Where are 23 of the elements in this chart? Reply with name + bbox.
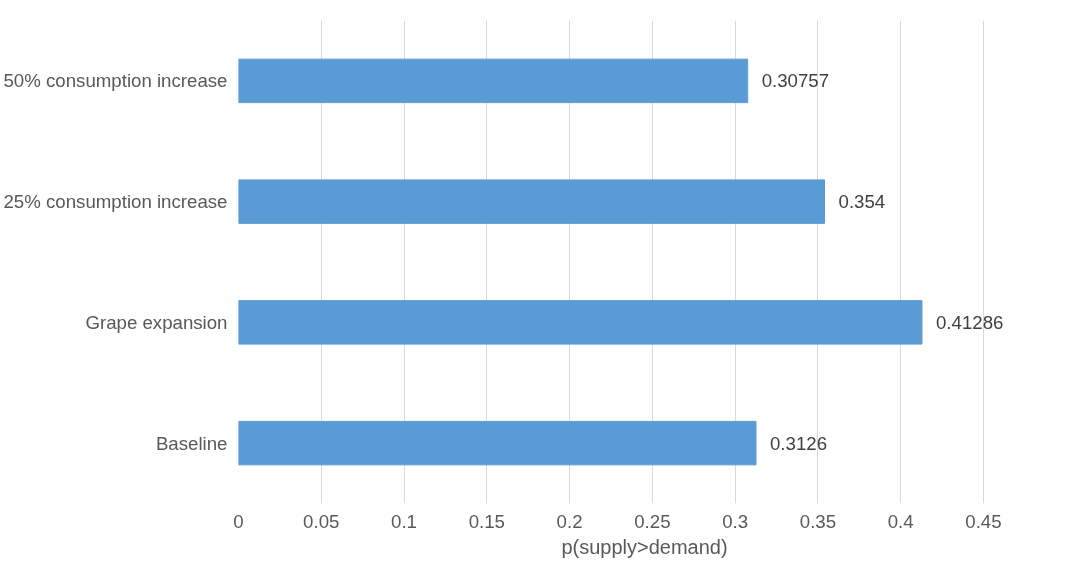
y-tick-label: Grape expansion: [85, 311, 228, 333]
x-tick-label: 0.3: [722, 510, 749, 532]
x-tick-label: 0.25: [634, 510, 671, 532]
data-label: 0.30757: [761, 70, 830, 92]
y-tick-label: 25% consumption increase: [3, 191, 228, 213]
bar: [238, 58, 749, 104]
x-tick-label: 0.35: [799, 510, 837, 532]
data-label: 0.41286: [935, 311, 1004, 333]
data-label: 0.354: [838, 191, 886, 213]
bar: [238, 300, 923, 345]
data-label: 0.3126: [769, 432, 828, 454]
y-tick-label: 50% consumption increase: [3, 70, 228, 92]
x-tick-label: 0.1: [391, 510, 418, 532]
x-tick-label: 0: [233, 510, 244, 532]
x-tick-label: 0.05: [303, 510, 340, 532]
x-tick-label: 0.15: [468, 510, 505, 532]
bar: [238, 420, 757, 466]
bar: [238, 179, 826, 224]
x-axis-title: p(supply>demand): [561, 535, 728, 558]
x-tick-label: 0.2: [556, 510, 583, 532]
y-tick-label: Baseline: [155, 432, 228, 454]
x-tick-label: 0.4: [887, 510, 914, 532]
x-tick-label: 0.45: [965, 510, 1002, 532]
